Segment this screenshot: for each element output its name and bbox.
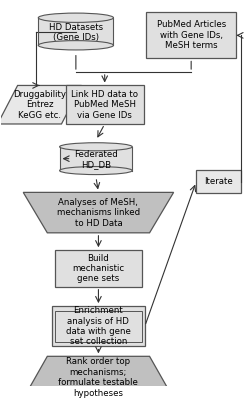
Text: Build
mechanistic
gene sets: Build mechanistic gene sets — [72, 254, 124, 283]
FancyBboxPatch shape — [52, 306, 145, 346]
Text: Link HD data to
PubMed MeSH
via Gene IDs: Link HD data to PubMed MeSH via Gene IDs — [71, 90, 138, 120]
Text: Federated
HD_DB: Federated HD_DB — [74, 150, 118, 169]
Text: HD Datasets
(Gene IDs): HD Datasets (Gene IDs) — [49, 23, 103, 42]
Ellipse shape — [59, 143, 132, 151]
Polygon shape — [23, 192, 174, 233]
Text: Rank order top
mechanisms;
formulate testable
hypotheses: Rank order top mechanisms; formulate tes… — [58, 358, 138, 398]
Text: Iterate: Iterate — [204, 177, 233, 186]
Polygon shape — [0, 86, 81, 124]
Ellipse shape — [38, 41, 113, 50]
FancyBboxPatch shape — [55, 250, 142, 287]
Polygon shape — [23, 356, 174, 399]
Text: Druggability
Entrez
KeGG etc.: Druggability Entrez KeGG etc. — [13, 90, 66, 120]
Ellipse shape — [59, 166, 132, 174]
Text: Enrichment
analysis of HD
data with gene
set collection: Enrichment analysis of HD data with gene… — [66, 306, 131, 346]
FancyBboxPatch shape — [66, 86, 144, 124]
Ellipse shape — [38, 13, 113, 22]
Text: PubMed Articles
with Gene IDs,
MeSH terms: PubMed Articles with Gene IDs, MeSH term… — [156, 20, 226, 50]
FancyBboxPatch shape — [146, 12, 236, 58]
Text: Analyses of MeSH,
mechanisms linked
to HD Data: Analyses of MeSH, mechanisms linked to H… — [57, 198, 140, 228]
Polygon shape — [38, 18, 113, 45]
Polygon shape — [59, 147, 132, 170]
FancyBboxPatch shape — [196, 170, 241, 193]
